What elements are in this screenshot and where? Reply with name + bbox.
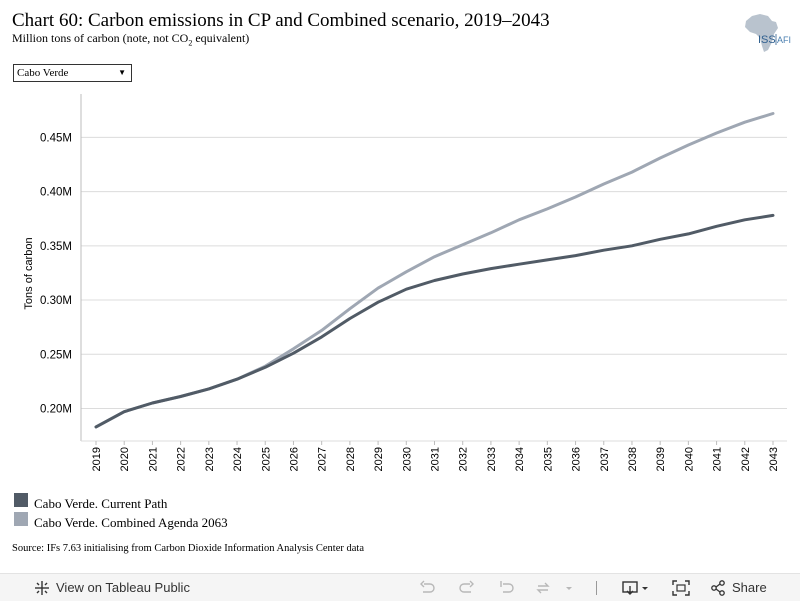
x-tick-label: 2024 xyxy=(232,447,244,471)
y-tick-label: 0.25M xyxy=(40,349,72,361)
chart-svg: 0.20M 0.25M 0.30M 0.35M 0.40M 0.45M 2019 2020 20… xyxy=(23,94,787,471)
legend-label: Cabo Verde. Current Path xyxy=(34,496,168,511)
line-chart: 0.20M 0.25M 0.30M 0.35M 0.40M 0.45M 2019 2020 20… xyxy=(0,88,800,478)
x-tick-label: 2038 xyxy=(627,447,639,471)
refresh-icon xyxy=(536,582,572,594)
x-tick-label: 2042 xyxy=(740,447,752,471)
x-tick-label: 2026 xyxy=(288,447,300,471)
chart-subtitle: Million tons of carbon (note, not CO2 eq… xyxy=(12,31,249,50)
fullscreen-button[interactable] xyxy=(672,574,692,601)
series-line-cabo-verde-combined-agenda-2063 xyxy=(94,112,775,429)
y-tick-label: 0.30M xyxy=(40,295,72,307)
share-label: Share xyxy=(732,580,767,595)
share-button[interactable]: Share xyxy=(710,574,770,601)
fullscreen-icon xyxy=(672,580,690,596)
x-tick-label: 2033 xyxy=(486,447,498,471)
refresh-button[interactable] xyxy=(536,574,576,601)
x-tick-label: 2019 xyxy=(91,447,103,471)
x-tick-label: 2022 xyxy=(176,447,188,471)
tableau-toolbar: View on Tableau Public Share xyxy=(0,573,800,601)
series-line-cabo-verde-current-path xyxy=(94,213,775,429)
x-tick-label: 2035 xyxy=(542,447,554,471)
revert-icon xyxy=(500,581,514,593)
y-tick-label: 0.40M xyxy=(40,187,72,199)
logo-iss-text: ISS xyxy=(758,34,776,46)
x-tick-label: 2034 xyxy=(514,447,526,471)
country-filter-dropdown[interactable]: Cabo Verde ▼ xyxy=(13,64,132,82)
logo-afi-text: AFI xyxy=(777,35,791,45)
x-tick-label: 2021 xyxy=(147,447,159,471)
view-on-tableau-label: View on Tableau Public xyxy=(56,580,190,595)
x-tick-label: 2037 xyxy=(599,447,611,471)
x-tick-label: 2029 xyxy=(373,447,385,471)
x-tick-label: 2041 xyxy=(712,447,724,471)
x-tick-label: 2040 xyxy=(683,447,695,471)
subtitle-prefix: Million tons of carbon (note, not CO xyxy=(12,31,189,45)
view-on-tableau-button[interactable]: View on Tableau Public xyxy=(34,574,194,601)
x-tick-label: 2027 xyxy=(317,447,329,471)
x-tick-label: 2020 xyxy=(119,447,131,471)
download-button[interactable] xyxy=(622,574,652,601)
download-icon xyxy=(622,581,648,595)
revert-button[interactable] xyxy=(498,574,518,601)
y-tick-label: 0.35M xyxy=(40,241,72,253)
share-icon xyxy=(711,580,725,596)
legend-swatch-combined-agenda xyxy=(14,512,28,526)
y-axis-title: Tons of carbon xyxy=(23,237,35,309)
x-tick-label: 2031 xyxy=(430,447,442,471)
undo-icon xyxy=(420,580,435,593)
country-filter-value: Cabo Verde xyxy=(17,67,69,79)
chart-title: Chart 60: Carbon emissions in CP and Com… xyxy=(12,10,550,31)
subtitle-subscript: 2 xyxy=(188,38,193,48)
legend-swatch-current-path xyxy=(14,493,28,507)
iss-afi-logo: ISS AFI xyxy=(738,12,794,54)
africa-map-icon xyxy=(745,14,778,52)
x-tick-label: 2036 xyxy=(571,447,583,471)
x-tick-label: 2039 xyxy=(655,447,667,471)
x-tick-label: 2032 xyxy=(458,447,470,471)
y-tick-label: 0.20M xyxy=(40,403,72,415)
redo-button[interactable] xyxy=(458,574,478,601)
redo-icon xyxy=(459,580,474,593)
tableau-logo-icon xyxy=(35,581,49,595)
legend-label: Cabo Verde. Combined Agenda 2063 xyxy=(34,515,228,530)
x-tick-label: 2043 xyxy=(768,447,780,471)
x-tick-label: 2028 xyxy=(345,447,357,471)
x-tick-label: 2030 xyxy=(401,447,413,471)
undo-button[interactable] xyxy=(418,574,438,601)
x-tick-label: 2025 xyxy=(260,447,272,471)
x-tick-label: 2023 xyxy=(204,447,216,471)
caret-down-icon: ▼ xyxy=(118,68,126,77)
y-tick-label: 0.45M xyxy=(40,132,72,144)
subtitle-suffix: equivalent) xyxy=(192,31,250,45)
toolbar-divider xyxy=(596,581,597,595)
source-note: Source: IFs 7.63 initialising from Carbo… xyxy=(12,543,364,554)
